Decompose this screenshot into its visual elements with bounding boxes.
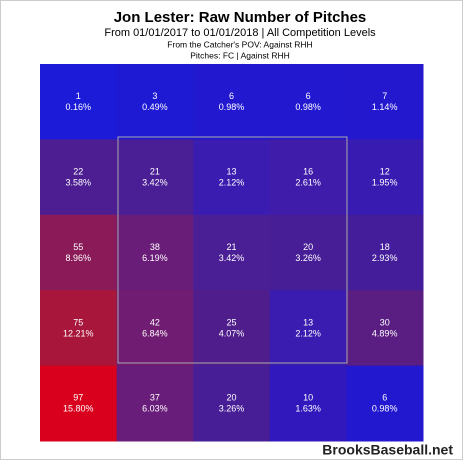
percent-label: 6.03% [142, 404, 168, 414]
percent-label: 1.14% [372, 102, 398, 112]
cell [40, 139, 118, 216]
count-label: 37 [150, 393, 160, 403]
count-label: 25 [226, 317, 236, 327]
cell [269, 290, 347, 367]
count-label: 7 [382, 91, 387, 101]
percent-label: 2.93% [372, 253, 398, 263]
count-label: 21 [226, 242, 236, 252]
strike-zone [117, 136, 348, 364]
count-label: 20 [303, 242, 313, 252]
percent-label: 0.16% [66, 102, 92, 112]
percent-label: 2.12% [219, 177, 245, 187]
percent-label: 3.26% [219, 404, 245, 414]
cell [116, 365, 194, 442]
count-label: 97 [73, 393, 83, 403]
cell [40, 214, 118, 291]
cell [346, 139, 424, 216]
cell [346, 214, 424, 291]
cell [193, 290, 271, 367]
percent-label: 0.98% [372, 404, 398, 414]
count-label: 13 [303, 317, 313, 327]
note: Pitches: FC | Against RHH [190, 50, 290, 60]
percent-label: 12.21% [63, 328, 94, 338]
percent-label: 3.58% [66, 177, 92, 187]
count-label: 6 [382, 393, 387, 403]
percent-label: 0.98% [219, 102, 245, 112]
cell [346, 64, 424, 140]
count-label: 10 [303, 393, 313, 403]
count-label: 38 [150, 242, 160, 252]
percent-label: 0.98% [295, 102, 321, 112]
cell [116, 290, 194, 367]
percent-label: 3.42% [142, 177, 168, 187]
count-label: 20 [226, 393, 236, 403]
cell [40, 290, 118, 367]
cell [116, 214, 194, 291]
percent-label: 15.80% [63, 404, 94, 414]
count-label: 30 [380, 317, 390, 327]
cell [116, 64, 194, 140]
percent-label: 2.61% [295, 177, 321, 187]
percent-label: 8.96% [66, 253, 92, 263]
percent-label: 3.26% [295, 253, 321, 263]
percent-label: 6.84% [142, 328, 168, 338]
chart-title: Jon Lester: Raw Number of Pitches [114, 9, 367, 26]
subtitle: From 01/01/2017 to 01/01/2018 | All Comp… [104, 27, 376, 39]
cell [193, 139, 271, 216]
cell [193, 365, 271, 442]
cell [116, 139, 194, 216]
count-label: 42 [150, 317, 160, 327]
count-label: 55 [73, 242, 83, 252]
cell [40, 64, 118, 140]
cell [269, 139, 347, 216]
count-label: 75 [73, 317, 83, 327]
percent-label: 2.12% [295, 328, 321, 338]
count-label: 22 [73, 166, 83, 176]
count-label: 6 [229, 91, 234, 101]
cell [40, 365, 118, 442]
count-label: 3 [152, 91, 157, 101]
cell [193, 64, 271, 140]
count-label: 6 [306, 91, 311, 101]
percent-label: 1.95% [372, 177, 398, 187]
cell [346, 290, 424, 367]
count-label: 13 [226, 166, 236, 176]
count-label: 1 [76, 91, 81, 101]
source: BrooksBaseball.net [322, 442, 453, 458]
count-label: 12 [380, 166, 390, 176]
percent-label: 0.49% [142, 102, 168, 112]
cell [269, 365, 347, 442]
percent-label: 4.07% [219, 328, 245, 338]
cell [269, 64, 347, 140]
cell [346, 365, 424, 442]
percent-label: 1.63% [295, 404, 321, 414]
cell [193, 214, 271, 291]
count-label: 18 [380, 242, 390, 252]
percent-label: 3.42% [219, 253, 245, 263]
count-label: 21 [150, 166, 160, 176]
percent-label: 4.89% [372, 328, 398, 338]
cell [269, 214, 347, 291]
note: From the Catcher's POV: Against RHH [167, 39, 312, 49]
count-label: 16 [303, 166, 313, 176]
percent-label: 6.19% [142, 253, 168, 263]
